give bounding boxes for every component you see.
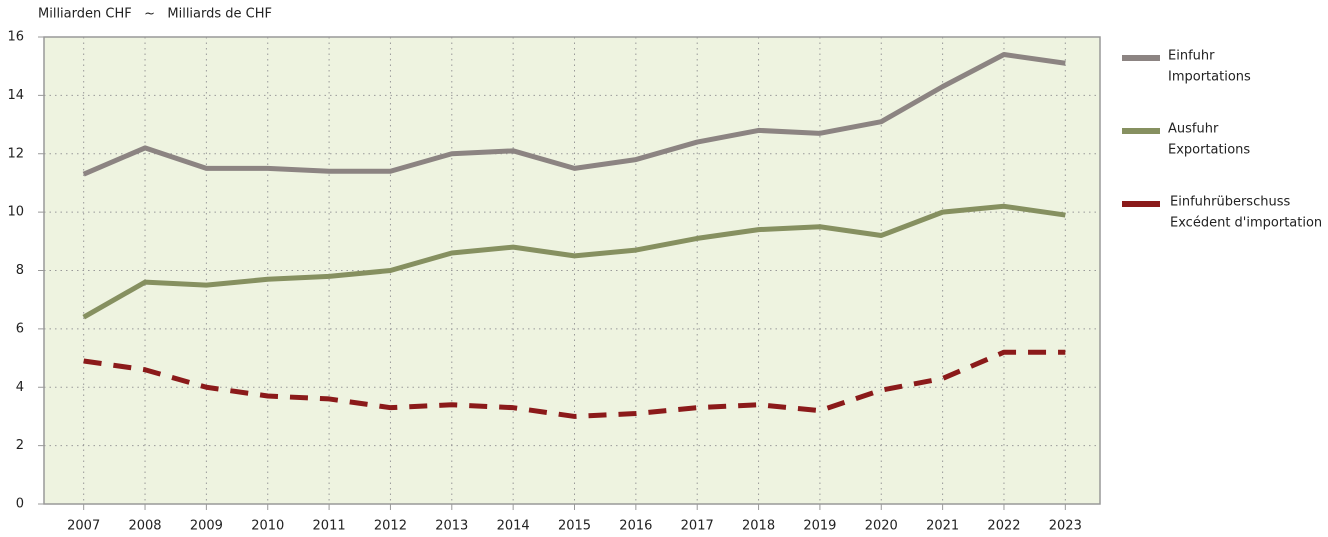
x-tick-label: 2021 bbox=[926, 519, 959, 534]
y-tick-label: 6 bbox=[16, 321, 24, 336]
series-line bbox=[82, 203, 1066, 320]
y-tick-label: 12 bbox=[7, 146, 24, 161]
x-tick-label: 2012 bbox=[374, 519, 407, 534]
series-line bbox=[82, 52, 1066, 177]
legend-label: Exportations bbox=[1168, 143, 1250, 158]
x-tick-label: 2019 bbox=[803, 519, 836, 534]
x-tick-label: 2008 bbox=[128, 519, 161, 534]
x-tick-label: 2017 bbox=[681, 519, 714, 534]
x-tick-label: 2007 bbox=[67, 519, 100, 534]
legend-swatch bbox=[1122, 201, 1160, 207]
y-tick-label: 8 bbox=[16, 263, 24, 278]
y-tick-label: 14 bbox=[7, 88, 24, 103]
legend-label: Einfuhrüberschuss bbox=[1170, 195, 1290, 210]
legend-swatch bbox=[1122, 55, 1160, 61]
y-tick-label: 4 bbox=[16, 380, 24, 395]
x-tick-label: 2016 bbox=[619, 519, 652, 534]
x-tick-label: 2010 bbox=[251, 519, 284, 534]
y-tick-label: 16 bbox=[7, 30, 24, 45]
x-tick-label: 2023 bbox=[1049, 519, 1082, 534]
legend-label: Excédent d'importation bbox=[1170, 216, 1322, 231]
legend-label: Einfuhr bbox=[1168, 49, 1215, 64]
x-tick-label: 2020 bbox=[865, 519, 898, 534]
legend-label: Importations bbox=[1168, 70, 1251, 85]
x-tick-label: 2015 bbox=[558, 519, 591, 534]
legend-label: Ausfuhr bbox=[1168, 122, 1219, 137]
y-tick-label: 0 bbox=[16, 497, 24, 512]
x-tick-label: 2009 bbox=[190, 519, 223, 534]
legend-swatch bbox=[1122, 128, 1160, 134]
y-tick-label: 2 bbox=[16, 438, 24, 453]
x-tick-label: 2013 bbox=[435, 519, 468, 534]
y-tick-label: 10 bbox=[7, 205, 24, 220]
x-tick-label: 2018 bbox=[742, 519, 775, 534]
x-tick-label: 2011 bbox=[313, 519, 346, 534]
x-tick-label: 2014 bbox=[497, 519, 530, 534]
series-line bbox=[83, 349, 1066, 419]
y-axis-label: Milliarden CHF ~ Milliards de CHF bbox=[38, 7, 272, 22]
x-tick-label: 2022 bbox=[987, 519, 1020, 534]
